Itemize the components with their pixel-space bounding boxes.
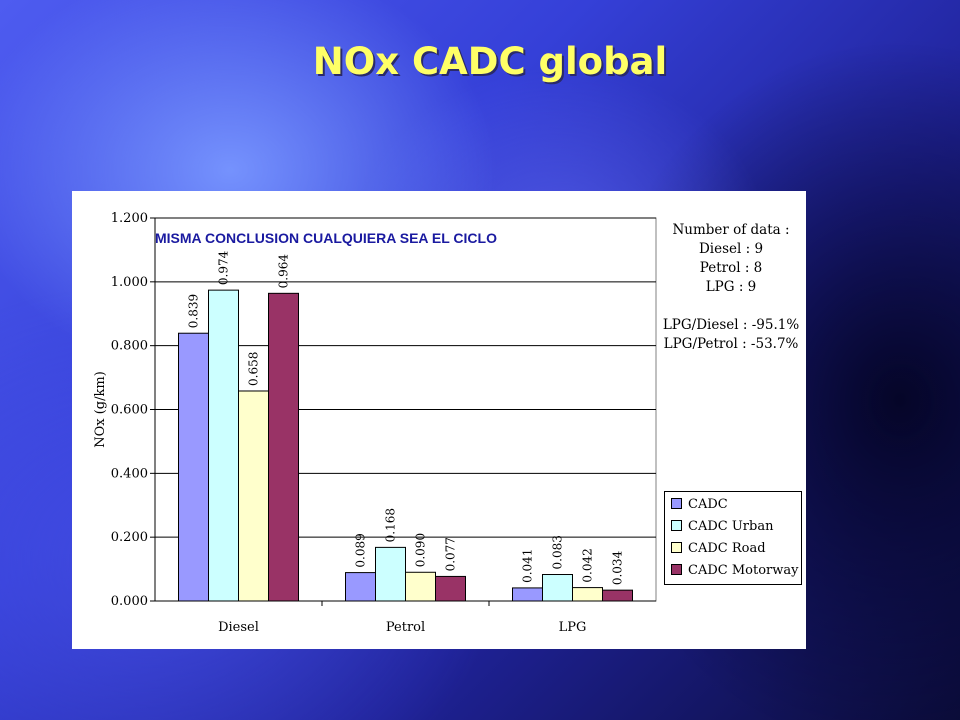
legend-item-cadc-urban: CADC Urban: [671, 516, 773, 538]
data-label: 0.034: [611, 550, 625, 585]
bar: [405, 571, 436, 602]
legend-swatch: [671, 498, 682, 509]
bar: [268, 292, 299, 602]
legend-swatch: [671, 564, 682, 575]
y-tick-label: 0.000: [111, 594, 148, 609]
info-line: Diesel : 9: [698, 241, 764, 257]
bar: [435, 575, 466, 602]
data-label: 0.089: [354, 533, 368, 567]
y-tick-label: 0.200: [111, 530, 148, 545]
data-info-box: Number of data : Diesel : 9 Petrol : 8 L…: [656, 221, 806, 354]
bar: [178, 332, 209, 602]
legend-item-cadc-motorway: CADC Motorway: [671, 560, 798, 582]
bar: [345, 572, 376, 602]
x-tick-label: Petrol: [386, 620, 425, 635]
bar: [602, 589, 633, 602]
data-label: 0.964: [277, 254, 291, 289]
slide-title: NOx CADC global: [312, 40, 668, 83]
y-tick-label: 1.000: [111, 275, 148, 290]
y-tick-label: 0.800: [111, 339, 148, 354]
bar-chart: 0.000 0.200 0.400 0.600 0.800 1.000 1.200 NOx (…: [93, 211, 657, 635]
data-label: 0.041: [521, 549, 535, 583]
y-tick-label: 0.400: [111, 466, 148, 481]
legend-swatch: [671, 542, 682, 553]
y-axis-label: NOx (g/km): [93, 371, 108, 448]
chart-legend: CADC CADC Urban CADC Road CADC Motorway: [664, 491, 802, 585]
chart-panel: 0.000 0.200 0.400 0.600 0.800 1.000 1.200 NOx (…: [72, 191, 806, 649]
info-line: Number of data :: [672, 222, 790, 238]
legend-item-cadc-road: CADC Road: [671, 538, 766, 560]
ratio-line: LPG/Diesel : -95.1%: [662, 317, 800, 333]
legend-label: CADC Road: [688, 541, 766, 556]
legend-swatch: [671, 520, 682, 531]
data-label: 0.042: [581, 548, 595, 582]
bar: [375, 546, 406, 602]
data-label: 0.083: [551, 535, 565, 569]
bar: [542, 574, 573, 602]
info-line: LPG : 9: [705, 279, 757, 295]
bar: [238, 390, 269, 602]
y-tick-label: 0.600: [111, 403, 148, 418]
y-tick-label: 1.200: [111, 211, 148, 226]
data-label: 0.658: [247, 352, 261, 386]
info-line: Petrol : 8: [699, 260, 763, 276]
data-label: 0.168: [384, 508, 398, 542]
x-tick-label: Diesel: [218, 620, 259, 635]
ratio-line: LPG/Petrol : -53.7%: [663, 336, 799, 352]
bar: [208, 289, 239, 602]
bar: [512, 587, 543, 602]
bar: [572, 587, 603, 602]
data-label: 0.077: [444, 537, 458, 571]
legend-label: CADC: [688, 497, 728, 512]
data-label: 0.839: [187, 294, 201, 328]
x-tick-label: LPG: [559, 620, 587, 635]
legend-label: CADC Urban: [688, 519, 774, 534]
data-label: 0.974: [217, 250, 231, 285]
legend-item-cadc: CADC: [671, 494, 728, 516]
legend-label: CADC Motorway: [688, 563, 799, 578]
data-label: 0.090: [414, 533, 428, 567]
chart-annotation: MISMA CONCLUSION CUALQUIERA SEA EL CICLO: [155, 230, 497, 246]
